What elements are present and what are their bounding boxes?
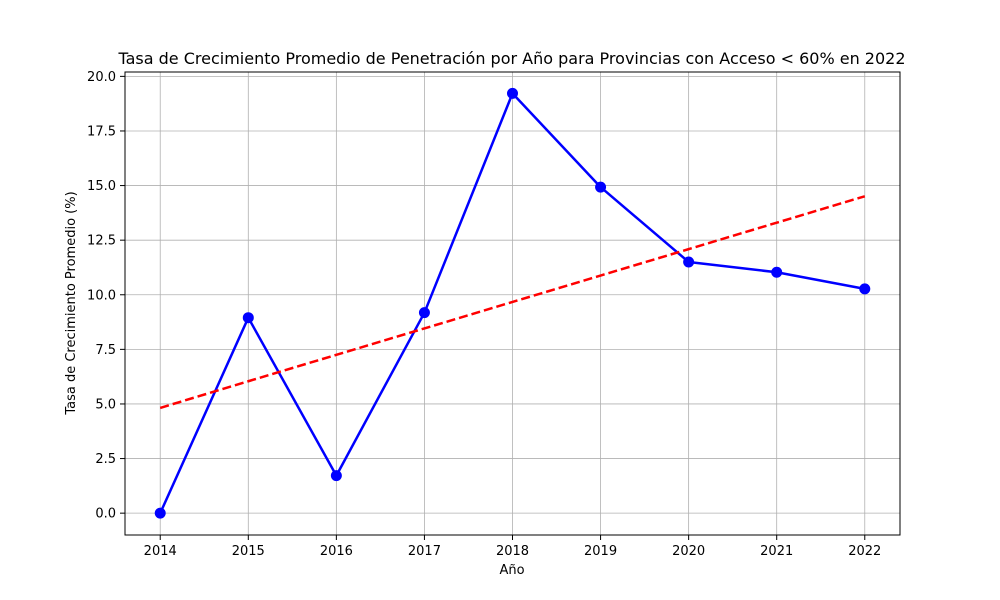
y-tick-label: 0.0 [95, 507, 116, 522]
plot-area-frame [124, 71, 901, 536]
y-tick-label: 7.5 [95, 343, 116, 358]
series-layer [154, 87, 871, 519]
chart-title: Tasa de Crecimiento Promedio de Penetrac… [117, 49, 905, 68]
x-tick-label: 2021 [760, 544, 793, 559]
data-point [242, 312, 254, 324]
y-tick-label: 2.5 [95, 452, 116, 467]
grid-lines [125, 72, 900, 535]
data-point [507, 87, 518, 99]
y-tick-label: 5.0 [95, 397, 116, 412]
data-point [330, 470, 342, 482]
data-point [154, 507, 166, 519]
x-tick-label: 2015 [232, 544, 265, 559]
x-tick-label: 2018 [496, 544, 529, 559]
x-tick-label: 2017 [408, 544, 441, 559]
x-tick-label: 2019 [584, 544, 617, 559]
axis-ticks: 2014 2015 2016 2017 2018 2019 2020 2021 2022 0.0 2… [87, 70, 881, 559]
data-point [418, 307, 430, 319]
y-axis-title: Tasa de Crecimiento Promedio (%) [64, 191, 79, 415]
y-tick-label: 15.0 [87, 179, 116, 194]
y-tick-label: 10.0 [87, 288, 116, 303]
x-tick-label: 2020 [672, 544, 705, 559]
data-point [595, 181, 607, 193]
data-point [683, 256, 695, 268]
data-point [771, 266, 783, 278]
x-axis-title: Año [499, 563, 524, 578]
x-tick-label: 2014 [144, 544, 177, 559]
trend-line [159, 195, 866, 410]
x-tick-label: 2022 [848, 544, 881, 559]
y-tick-label: 12.5 [87, 234, 116, 249]
data-point [859, 283, 871, 295]
y-tick-label: 17.5 [87, 124, 116, 139]
x-tick-label: 2016 [320, 544, 353, 559]
y-tick-label: 20.0 [87, 70, 116, 85]
